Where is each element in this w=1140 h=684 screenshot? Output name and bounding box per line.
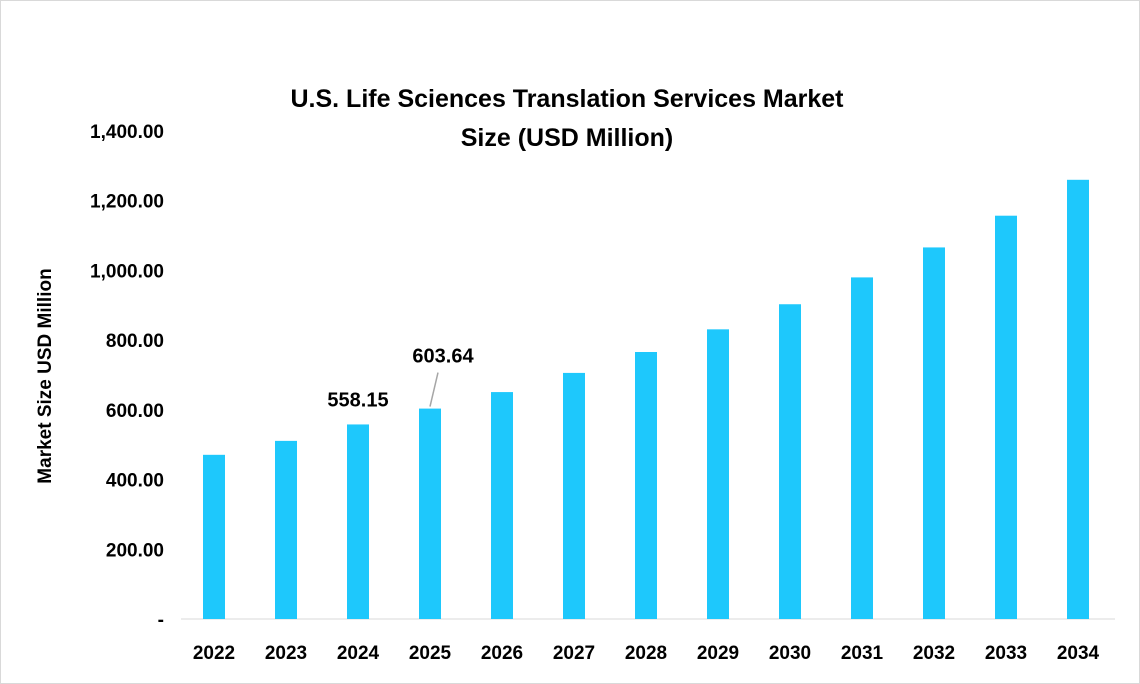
bar-2030 (779, 304, 801, 619)
bar-2027 (563, 372, 585, 619)
y-tick-label: 200.00 (106, 540, 164, 561)
data-label: 603.64 (412, 346, 474, 368)
x-tick-label: 2024 (337, 643, 380, 664)
data-label-leader-line (429, 372, 439, 407)
x-tick-label: 2032 (913, 643, 955, 664)
bar-2024 (347, 424, 369, 619)
x-tick-label: 2031 (841, 643, 884, 664)
bar-2023 (275, 440, 297, 619)
bar-2033 (995, 215, 1017, 619)
x-tick-label: 2023 (265, 643, 307, 664)
y-axis-label: Market Size USD Million (35, 268, 56, 483)
x-tick-label: 2026 (481, 643, 523, 664)
y-tick-label: 800.00 (106, 331, 164, 352)
x-tick-label: 2030 (769, 643, 811, 664)
bar-2026 (491, 392, 513, 619)
y-tick-label: 1,200.00 (90, 192, 164, 213)
x-tick-label: 2029 (697, 643, 739, 664)
bar-2032 (923, 247, 945, 619)
x-tick-label: 2022 (193, 643, 235, 664)
chart-title-line-1: U.S. Life Sciences Translation Services … (290, 85, 844, 113)
x-tick-label: 2027 (553, 643, 595, 664)
data-label: 558.15 (327, 389, 388, 411)
y-tick-label: - (158, 610, 164, 631)
x-tick-label: 2025 (409, 643, 452, 664)
bar-2029 (707, 329, 729, 619)
x-tick-label: 2033 (985, 643, 1027, 664)
bar-2022 (203, 454, 225, 619)
y-tick-label: 400.00 (106, 471, 164, 492)
x-tick-label: 2028 (625, 643, 667, 664)
bar-2025 (419, 408, 441, 619)
y-tick-label: 600.00 (106, 401, 164, 422)
y-tick-label: 1,000.00 (90, 261, 164, 282)
y-tick-label: 1,400.00 (90, 122, 164, 143)
x-tick-label: 2034 (1057, 643, 1100, 664)
bar-2028 (635, 351, 657, 619)
bar-2034 (1067, 179, 1089, 620)
bar-2031 (851, 277, 873, 619)
chart-title-line-2: Size (USD Million) (461, 124, 674, 152)
